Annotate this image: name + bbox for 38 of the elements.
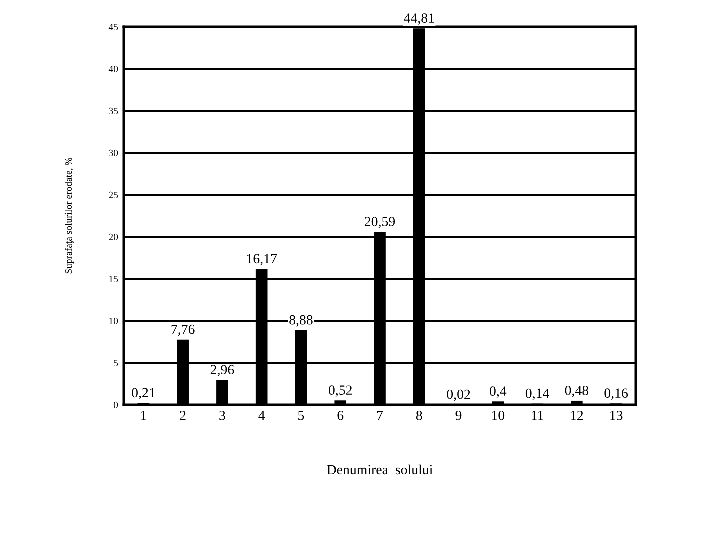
data-label: 0,02 (447, 390, 470, 402)
y-tick-label: 45 (108, 24, 118, 30)
x-tick-label: 3 (220, 410, 226, 420)
data-label: 44,81 (404, 14, 434, 25)
x-tick-label: 11 (532, 411, 544, 420)
y-tick-label: 5 (114, 360, 118, 366)
y-tick-label: 40 (108, 66, 118, 72)
data-label: 0,14 (526, 388, 550, 400)
x-axis-title: Denumirea solului (327, 464, 433, 475)
x-tick-label: 8 (416, 410, 422, 420)
data-label: 0,52 (328, 386, 352, 398)
x-tick-label: 6 (338, 410, 344, 420)
data-label: 0,21 (132, 388, 156, 400)
x-tick-label: 13 (610, 410, 623, 420)
x-tick-label: 4 (258, 411, 266, 420)
data-label: 0,16 (604, 388, 628, 400)
x-tick-label: 2 (180, 410, 186, 420)
y-axis-title: Suprafaţa solurilor erodate, % (65, 158, 74, 274)
x-tick-label: 7 (377, 411, 384, 420)
data-label: 16,17 (247, 254, 278, 266)
x-tick-label: 10 (492, 410, 505, 420)
y-tick-label: 0 (114, 402, 118, 408)
y-tick-label: 25 (109, 192, 118, 198)
y-tick-label: 10 (110, 318, 118, 324)
data-label: 0,48 (565, 386, 589, 398)
x-tick-label: 5 (298, 411, 304, 420)
x-tick-label: 1 (141, 411, 146, 420)
y-tick-label: 15 (110, 276, 118, 282)
x-tick-label: 9 (456, 410, 462, 420)
y-tick-label: 30 (109, 150, 118, 156)
data-label: 8,88 (290, 315, 313, 327)
data-label: 2,96 (210, 365, 234, 377)
y-tick-label: 20 (109, 234, 118, 240)
data-label: 20,59 (364, 217, 396, 228)
x-tick-label: 12 (571, 410, 584, 420)
data-label: 0,4 (490, 386, 507, 398)
y-tick-label: 35 (109, 108, 118, 114)
data-label: 7,76 (172, 324, 195, 336)
